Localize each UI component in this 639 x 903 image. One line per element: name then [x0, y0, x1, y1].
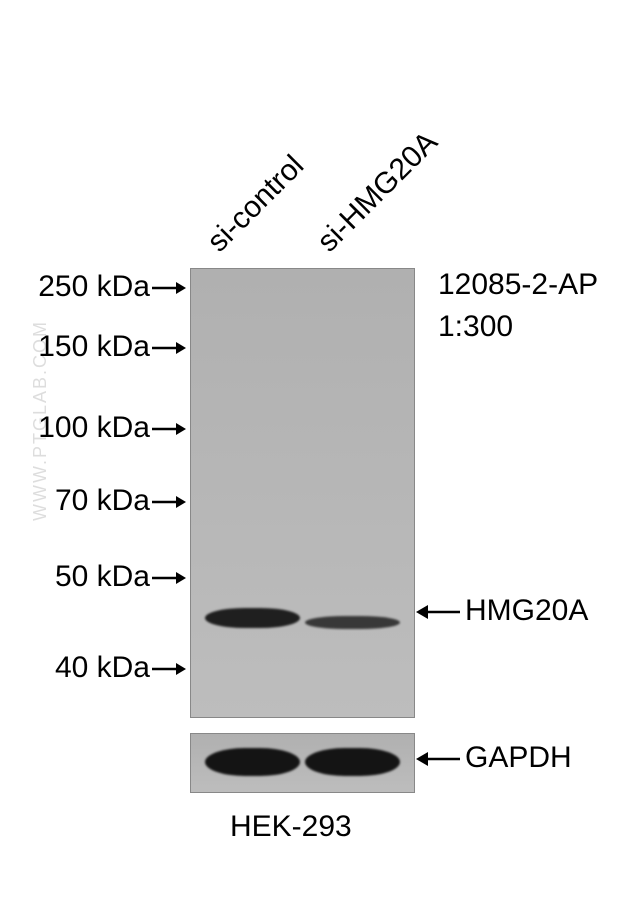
- marker-arrow-50: [152, 568, 186, 588]
- marker-arrow-150: [152, 338, 186, 358]
- band-hmg20a-lane1: [205, 608, 300, 628]
- marker-arrow-70: [152, 492, 186, 512]
- marker-label-40: 40 kDa: [0, 651, 150, 685]
- cell-line-label: HEK-293: [230, 810, 352, 844]
- marker-label-70: 70 kDa: [0, 484, 150, 518]
- band-gapdh-lane1: [205, 748, 300, 776]
- band-hmg20a-lane2: [305, 616, 400, 629]
- antibody-dilution-label: 1:300: [438, 310, 513, 344]
- marker-arrow-250: [152, 278, 186, 298]
- main-blot-strip: [190, 268, 415, 718]
- figure-canvas: WWW.PTGLAB.COM 250 kDa 150 kDa 100 kDa 7…: [0, 0, 639, 903]
- column-label-si-control: si-control: [201, 149, 311, 259]
- band-label-gapdh: GAPDH: [465, 741, 572, 775]
- marker-label-150: 150 kDa: [0, 330, 150, 364]
- marker-label-250: 250 kDa: [0, 270, 150, 304]
- band-arrow-hmg20a: [416, 601, 460, 623]
- marker-arrow-40: [152, 659, 186, 679]
- band-arrow-gapdh: [416, 748, 460, 770]
- column-label-si-hmg20a: si-HMG20A: [311, 125, 445, 259]
- marker-label-100: 100 kDa: [0, 411, 150, 445]
- marker-label-50: 50 kDa: [0, 560, 150, 594]
- band-label-hmg20a: HMG20A: [465, 594, 588, 628]
- band-gapdh-lane2: [305, 748, 400, 776]
- antibody-catalog-label: 12085-2-AP: [438, 268, 598, 302]
- marker-arrow-100: [152, 419, 186, 439]
